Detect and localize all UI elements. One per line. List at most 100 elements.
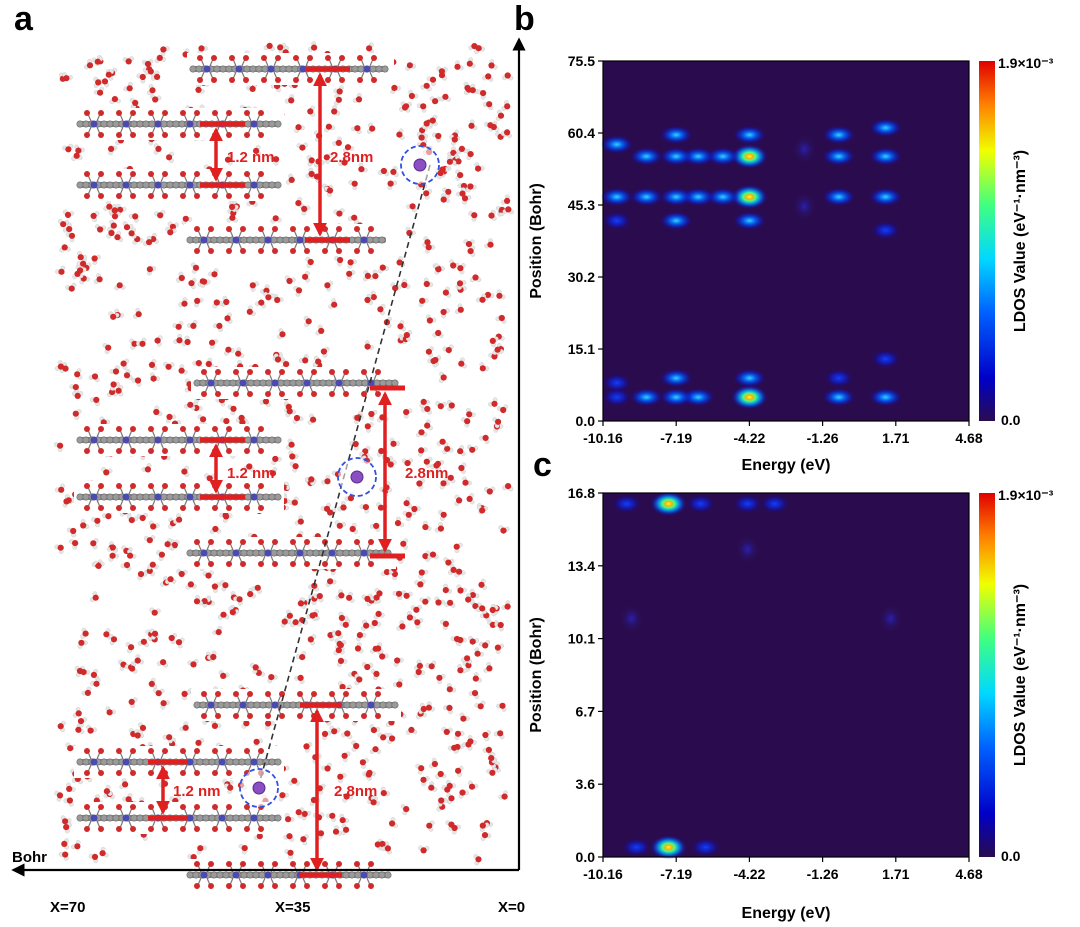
panel-b-hotspot	[600, 135, 633, 154]
panel-b-hotspot	[706, 187, 739, 206]
panel-b-hotspot	[660, 369, 693, 388]
panel-b-colorbar-min: 0.0	[1001, 412, 1021, 428]
water-molecule	[65, 232, 76, 243]
water-molecule	[329, 725, 341, 735]
water-molecule	[467, 735, 477, 745]
water-molecule	[313, 593, 324, 603]
water-molecule	[288, 450, 299, 460]
panel-b-ytick-label: 45.3	[568, 197, 595, 213]
water-molecule	[443, 557, 455, 566]
water-molecule	[476, 505, 489, 514]
water-molecule	[122, 56, 135, 65]
water-molecule	[390, 165, 399, 178]
water-molecule	[424, 244, 436, 254]
water-molecule	[120, 358, 130, 370]
water-molecule	[426, 820, 435, 832]
water-molecule	[196, 845, 207, 855]
water-molecule	[359, 504, 370, 514]
water-molecule	[336, 657, 348, 667]
water-molecule	[148, 359, 158, 371]
water-molecule	[366, 122, 376, 134]
water-molecule	[266, 467, 278, 477]
water-molecule	[302, 271, 310, 283]
water-molecule	[389, 817, 398, 828]
water-molecule	[223, 346, 235, 356]
water-molecule	[501, 600, 511, 610]
water-molecule	[55, 265, 66, 275]
water-molecule	[293, 285, 303, 297]
water-molecule	[168, 633, 178, 645]
water-molecule	[435, 401, 447, 410]
water-molecule	[187, 658, 199, 668]
water-molecule	[295, 196, 304, 209]
water-molecule	[468, 211, 478, 222]
panel-b-hotspot	[660, 211, 693, 230]
water-molecule	[86, 724, 97, 734]
x-tick-0: X=0	[498, 899, 525, 916]
water-molecule	[128, 697, 138, 709]
water-molecule	[109, 96, 121, 105]
water-molecule	[115, 203, 127, 213]
water-molecule	[414, 668, 425, 678]
water-molecule	[483, 662, 493, 673]
water-molecule	[406, 611, 417, 621]
water-molecule	[341, 730, 353, 740]
panel-c-colorbar-max: 1.9×10⁻³	[998, 487, 1054, 503]
spacing-arrow	[148, 759, 188, 821]
water-molecule	[77, 717, 88, 728]
water-molecule	[181, 690, 191, 701]
water-molecule	[60, 815, 72, 825]
water-molecule	[414, 618, 424, 629]
water-molecule	[63, 797, 74, 807]
water-molecule	[74, 144, 85, 154]
water-molecule	[197, 45, 208, 55]
water-molecule	[284, 94, 295, 104]
water-molecule	[426, 76, 437, 87]
water-molecule	[301, 205, 311, 216]
water-molecule	[57, 218, 70, 228]
water-molecule	[188, 277, 197, 290]
water-molecule	[369, 746, 382, 754]
water-molecule	[295, 651, 307, 661]
water-molecule	[358, 162, 368, 173]
water-molecule	[436, 438, 449, 447]
water-molecule	[420, 405, 432, 415]
water-molecule	[429, 96, 441, 105]
water-molecule	[441, 726, 453, 736]
water-molecule	[405, 62, 417, 72]
water-molecule	[313, 355, 322, 368]
water-molecule	[156, 659, 169, 668]
panel-b-xtick-label: 4.68	[955, 430, 982, 446]
panel-a-molecular-snapshot: a Bohr X=70 X=35 X=0 1.2 nm 2.8nm 1.2 nm…	[11, 0, 526, 916]
water-molecule	[72, 270, 84, 279]
water-molecule	[442, 286, 452, 298]
water-molecule	[480, 832, 492, 841]
water-molecule	[168, 517, 177, 529]
water-molecule	[483, 486, 496, 495]
water-molecule	[166, 151, 174, 164]
water-molecule	[369, 522, 381, 532]
panel-c-ytick-label: 3.6	[576, 776, 596, 792]
graphene-sheet	[74, 481, 284, 513]
water-molecule	[484, 238, 494, 249]
water-molecule	[416, 131, 428, 141]
water-molecule	[297, 597, 307, 609]
water-molecule	[476, 293, 486, 303]
water-molecule	[271, 455, 282, 465]
panel-c-colorbar	[979, 493, 995, 857]
water-molecule	[284, 812, 295, 823]
panel-b-xtick-label: 1.71	[882, 430, 909, 446]
water-molecule	[212, 625, 223, 636]
graphene-sheet	[74, 169, 284, 201]
water-molecule	[342, 793, 353, 803]
water-molecule	[333, 94, 342, 106]
water-molecule	[93, 273, 103, 284]
water-molecule	[474, 162, 485, 172]
water-molecule	[396, 620, 406, 631]
water-molecule	[206, 650, 217, 661]
water-molecule	[356, 632, 367, 642]
water-molecule	[301, 810, 312, 821]
panel-b-hotspot	[630, 147, 663, 166]
water-molecule	[392, 678, 403, 688]
